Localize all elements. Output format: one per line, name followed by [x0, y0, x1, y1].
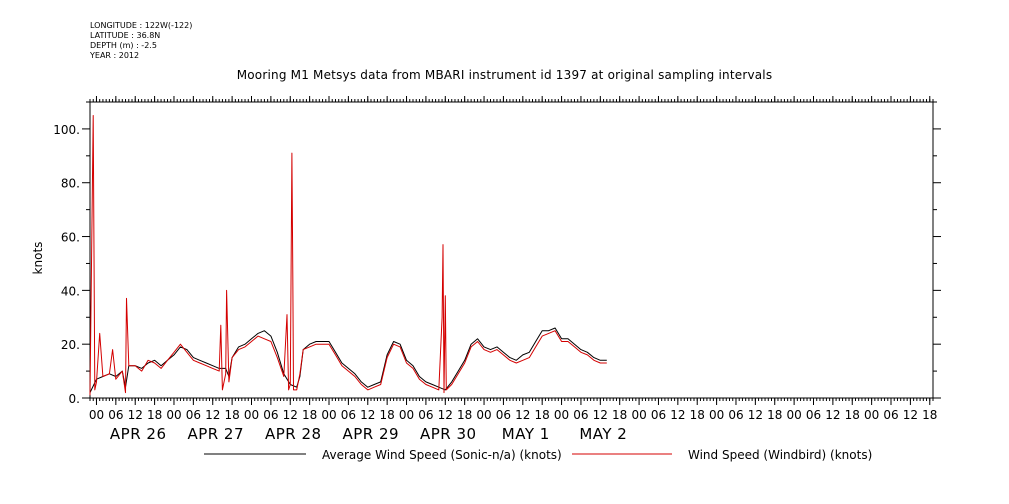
x-tick-label: 18: [224, 408, 239, 422]
x-tick-label: 06: [651, 408, 666, 422]
x-tick-label: 18: [535, 408, 550, 422]
y-tick-label: 100.: [53, 123, 80, 137]
chart-title: Mooring M1 Metsys data from MBARI instru…: [236, 68, 773, 82]
legend-label-windbird-wind-speed: Wind Speed (Windbird) (knots): [688, 448, 872, 462]
series-line-windbird-wind-speed: [89, 115, 607, 396]
x-tick-label: 12: [903, 408, 918, 422]
x-tick-label: 06: [341, 408, 356, 422]
x-tick-label: 06: [186, 408, 201, 422]
meta-longitude: LONGITUDE : 122W(-122): [90, 21, 193, 30]
x-tick-label: 12: [515, 408, 530, 422]
x-tick-label: 12: [593, 408, 608, 422]
x-tick-label: 12: [670, 408, 685, 422]
x-tick-label: 18: [457, 408, 472, 422]
day-label: APR 29: [342, 425, 399, 443]
x-tick-label: 18: [302, 408, 317, 422]
x-tick-label: 18: [380, 408, 395, 422]
day-label: MAY 2: [579, 425, 627, 443]
x-tick-label: 18: [690, 408, 705, 422]
x-tick-label: 00: [476, 408, 491, 422]
x-tick-label: 00: [786, 408, 801, 422]
x-tick-label: 12: [360, 408, 375, 422]
day-label: APR 27: [187, 425, 244, 443]
legend-label-average-wind-speed: Average Wind Speed (Sonic-n/a) (knots): [322, 448, 562, 462]
meta-depth: DEPTH (m) : -2.5: [90, 41, 157, 50]
x-tick-label: 00: [631, 408, 646, 422]
x-tick-label: 18: [147, 408, 162, 422]
x-tick-label: 06: [108, 408, 123, 422]
x-tick-label: 06: [883, 408, 898, 422]
x-tick-label: 12: [748, 408, 763, 422]
metadata-block: LONGITUDE : 122W(-122) LATITUDE : 36.8N …: [90, 21, 192, 61]
y-tick-label: 40.: [61, 284, 80, 298]
series-line-average-wind-speed: [89, 327, 607, 393]
y-axis-label: knots: [31, 242, 45, 275]
x-tick-label: 06: [418, 408, 433, 422]
x-tick-label: 00: [399, 408, 414, 422]
x-tick-label: 12: [283, 408, 298, 422]
day-label: MAY 1: [502, 425, 550, 443]
x-tick-label: 00: [244, 408, 259, 422]
day-label: APR 26: [110, 425, 167, 443]
x-tick-label: 06: [728, 408, 743, 422]
x-tick-label: 00: [89, 408, 104, 422]
y-tick-label: 60.: [61, 231, 80, 245]
x-tick-label: 12: [205, 408, 220, 422]
x-tick-label: 00: [709, 408, 724, 422]
x-tick-label: 00: [864, 408, 879, 422]
x-tick-label: 12: [825, 408, 840, 422]
day-label: APR 28: [265, 425, 322, 443]
x-tick-label: 00: [321, 408, 336, 422]
x-tick-label: 06: [496, 408, 511, 422]
y-tick-label: 0.: [69, 392, 80, 406]
x-tick-label: 18: [612, 408, 627, 422]
x-tick-label: 12: [438, 408, 453, 422]
x-tick-label: 18: [767, 408, 782, 422]
meta-year: YEAR : 2012: [90, 51, 140, 60]
y-tick-label: 80.: [61, 177, 80, 191]
y-tick-label: 20.: [61, 338, 80, 352]
day-label: APR 30: [420, 425, 477, 443]
x-tick-label: 00: [554, 408, 569, 422]
x-tick-label: 06: [263, 408, 278, 422]
meta-latitude: LATITUDE : 36.8N: [90, 31, 161, 40]
x-tick-label: 06: [806, 408, 821, 422]
x-tick-label: 18: [845, 408, 860, 422]
x-tick-label: 00: [166, 408, 181, 422]
x-tick-label: 06: [573, 408, 588, 422]
x-tick-label: 18: [922, 408, 937, 422]
x-tick-label: 12: [128, 408, 143, 422]
plot-frame: [89, 101, 934, 399]
